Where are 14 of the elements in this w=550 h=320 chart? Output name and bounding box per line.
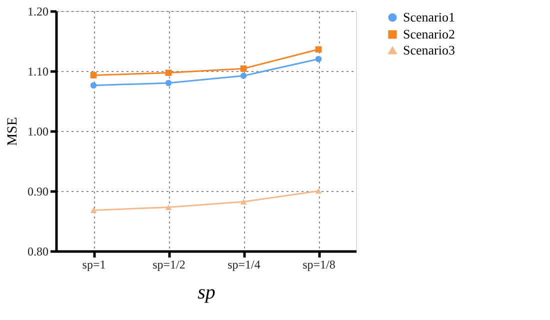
x-tick-label: sp=1/4: [228, 258, 260, 272]
y-tick-label: 1.10: [28, 64, 48, 78]
y-tick-label: 0.90: [28, 184, 48, 198]
y-tick-label: 1.00: [28, 124, 48, 138]
y-tick-label: 1.20: [28, 4, 48, 18]
x-tick-label: sp=1/8: [302, 258, 336, 272]
legend-label: Scenario2: [403, 26, 455, 42]
legend-label: Scenario1: [403, 10, 455, 24]
legend-label: Scenario3: [403, 42, 455, 58]
x-tick-label: sp=1/2: [152, 258, 186, 272]
y-axis-title: MSE: [6, 117, 20, 146]
y-tick-label: 0.80: [28, 244, 48, 258]
x-tick-label: sp=1: [82, 258, 106, 272]
x-axis-title: sp: [198, 282, 216, 304]
